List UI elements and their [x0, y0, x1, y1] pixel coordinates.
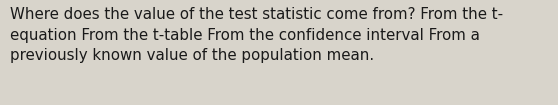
Text: Where does the value of the test statistic come from? From the t-
equation From : Where does the value of the test statist… [10, 7, 503, 63]
